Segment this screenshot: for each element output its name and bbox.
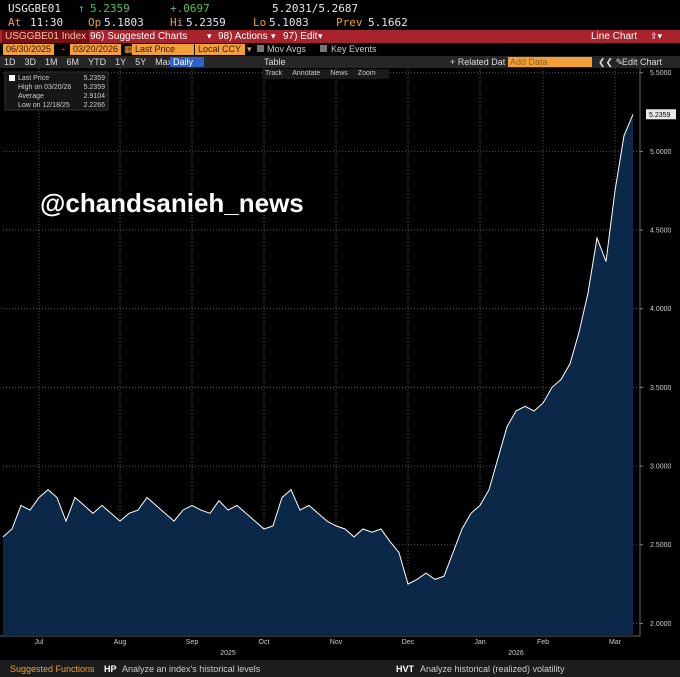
period[interactable]: Max: [155, 57, 173, 67]
legend-label: Last Price: [18, 75, 49, 82]
period[interactable]: 1M: [45, 57, 58, 67]
open-label: Op: [88, 16, 102, 29]
x-tick-label: Oct: [259, 639, 270, 646]
high: 5.2359: [186, 16, 226, 29]
menu-caret: ▾: [271, 31, 276, 41]
legend-label: Average: [18, 93, 44, 100]
period-list: 1D 3D 1M 6M YTD 1Y 5Y Max: [4, 56, 181, 68]
legend-value: 2.2266: [84, 102, 106, 109]
date-dash: -: [62, 44, 65, 54]
x-group-label: 2026: [508, 650, 524, 657]
option[interactable]: Mov Avgs: [267, 44, 306, 54]
last-value-tag: [646, 109, 676, 120]
checkbox[interactable]: [257, 45, 264, 52]
prev: 5.1662: [368, 16, 408, 29]
x-tick-label: Sep: [186, 639, 199, 646]
start-date[interactable]: 06/30/2025: [3, 44, 55, 55]
chart-tool[interactable]: Annotate: [292, 70, 321, 77]
checkbox[interactable]: [320, 45, 327, 52]
period[interactable]: 1D: [4, 57, 16, 67]
time-label: At: [8, 16, 22, 29]
y-tick-label: 3.0000: [650, 464, 672, 471]
watermark: @chandsanieh_news: [40, 188, 304, 218]
menu-caret: ▾: [207, 31, 212, 41]
y-tick-label: 5.0000: [650, 149, 672, 156]
legend-value: 5.2359: [84, 75, 106, 82]
prev-label: Prev: [336, 16, 363, 29]
period[interactable]: 3D: [24, 57, 37, 67]
ticker: USGGBE01: [8, 2, 61, 15]
x-tick-label: Mar: [609, 639, 622, 646]
bid-ask: 5.2031/5.2687: [272, 2, 359, 15]
change: +.0697: [170, 2, 210, 15]
calendar-icon[interactable]: ▦: [124, 44, 133, 54]
menu-suggested[interactable]: 96) Suggested Charts: [90, 31, 188, 42]
currency-caret: ▾: [247, 44, 252, 54]
high-label: Hi: [170, 16, 184, 29]
function-code[interactable]: HP: [104, 664, 117, 674]
last-price: 5.2359: [90, 2, 130, 15]
security-field[interactable]: USGGBE01 Index: [2, 30, 90, 43]
open: 5.1803: [104, 16, 144, 29]
x-group-label: 2025: [220, 650, 236, 657]
end-date[interactable]: 03/20/2026: [70, 44, 122, 55]
period[interactable]: 6M: [66, 57, 80, 67]
footer: [0, 660, 680, 677]
chart-kind[interactable]: Line Chart: [591, 31, 638, 42]
chart-tool[interactable]: News: [330, 70, 348, 77]
y-tick-label: 4.5000: [650, 228, 672, 235]
up-arrow: ↑: [78, 2, 85, 15]
area: [3, 114, 633, 637]
legend-swatch: [9, 75, 15, 81]
chart-tool[interactable]: Zoom: [357, 70, 376, 77]
menu-caret: ▾: [318, 31, 323, 41]
last-value-label: 5.2359: [649, 112, 671, 119]
chart-tool[interactable]: Track: [265, 70, 283, 77]
y-tick-label: 5.5000: [650, 70, 672, 77]
nav-arrows[interactable]: ❮❮ ✎: [598, 57, 624, 67]
legend-label: Low on 12/18/25: [18, 102, 70, 109]
low: 5.1083: [269, 16, 309, 29]
function-desc[interactable]: Analyze historical (realized) volatility: [420, 664, 565, 674]
x-tick-label: Dec: [402, 639, 415, 646]
table-button[interactable]: Table: [264, 57, 286, 67]
low-label: Lo: [253, 16, 267, 29]
export-icon[interactable]: ⇪▾: [650, 31, 663, 41]
footer-label: Suggested Functions: [10, 664, 95, 674]
period[interactable]: 1Y: [115, 57, 127, 67]
line: [2, 114, 634, 585]
menu-actions[interactable]: 98) Actions: [218, 31, 268, 42]
command-bar: [0, 30, 680, 43]
field[interactable]: Last Price: [132, 44, 194, 55]
y-tick-label: 2.5000: [650, 542, 672, 549]
period[interactable]: YTD: [88, 57, 107, 67]
y-tick-label: 2.0000: [650, 621, 672, 628]
frequency[interactable]: Daily: [170, 57, 204, 67]
option[interactable]: Key Events: [331, 44, 377, 54]
y-tick-label: 3.5000: [650, 385, 672, 392]
related-data[interactable]: + Related Dat: [450, 57, 506, 67]
edit-chart[interactable]: Edit Chart: [622, 57, 663, 67]
menu-edit[interactable]: 97) Edit: [283, 31, 318, 42]
add-data[interactable]: Add Data: [508, 57, 592, 67]
legend-label: High on 03/20/26: [18, 84, 71, 91]
x-tick-label: Aug: [114, 639, 127, 646]
chart-tools: Track Annotate News Zoom: [262, 69, 389, 79]
legend-value: 5.2359: [84, 84, 106, 91]
y-tick-label: 4.0000: [650, 306, 672, 313]
x-tick-label: Jul: [35, 639, 44, 646]
legend-box: [4, 71, 109, 111]
currency[interactable]: Local CCY: [195, 44, 245, 55]
function-desc[interactable]: Analyze an index's historical levels: [122, 664, 261, 674]
function-code[interactable]: HVT: [396, 664, 414, 674]
legend-value: 2.9104: [84, 93, 106, 100]
x-tick-label: Nov: [330, 639, 343, 646]
period[interactable]: 5Y: [135, 57, 147, 67]
time: 11:30: [30, 16, 64, 29]
x-tick-label: Feb: [537, 639, 549, 646]
x-tick-label: Jan: [474, 639, 485, 646]
